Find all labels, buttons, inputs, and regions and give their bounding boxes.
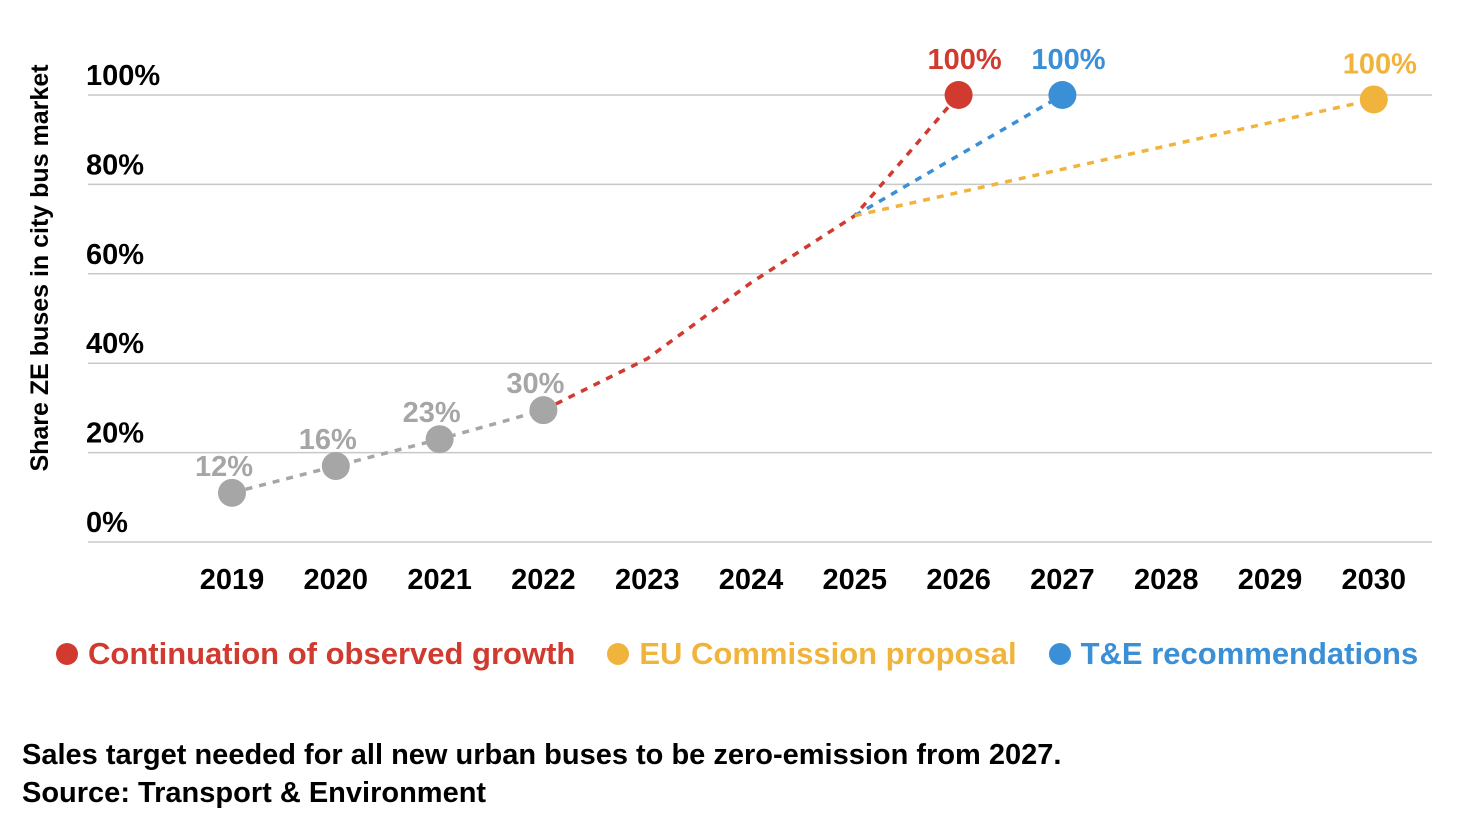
x-tick-label: 2025 — [823, 564, 888, 596]
x-tick-label: 2026 — [926, 564, 991, 596]
y-tick-label: 0% — [86, 507, 128, 539]
y-tick-label: 40% — [86, 328, 144, 360]
data-label: 16% — [299, 424, 357, 456]
x-tick-label: 2023 — [615, 564, 680, 596]
legend-label: EU Commission proposal — [639, 636, 1017, 671]
data-points — [218, 81, 1388, 507]
data-label: 12% — [195, 451, 253, 483]
x-tick-label: 2021 — [407, 564, 472, 596]
data-point — [529, 396, 558, 425]
data-label: 100% — [928, 44, 1002, 76]
data-point — [321, 452, 350, 481]
caption: Sales target needed for all new urban bu… — [22, 736, 1061, 812]
data-label: 23% — [403, 397, 461, 429]
data-point — [425, 425, 454, 454]
y-tick-labels: 0% 20% 40% 60% 80% 100% — [86, 60, 160, 539]
legend-item-te-recommendations: T&E recommendations — [1048, 636, 1419, 672]
x-tick-label: 2020 — [304, 564, 369, 596]
data-point — [944, 81, 973, 109]
y-tick-label: 100% — [86, 60, 160, 92]
x-tick-label: 2019 — [200, 564, 265, 596]
series-line — [853, 93, 1064, 218]
data-point — [1359, 85, 1388, 114]
y-tick-label: 60% — [86, 239, 144, 271]
series-line — [542, 93, 960, 412]
legend-dot-blue — [1048, 643, 1071, 665]
legend-item-observed-growth: Continuation of observed growth — [56, 636, 575, 672]
legend: Continuation of observed growth EU Commi… — [56, 636, 1450, 672]
legend-label: Continuation of observed growth — [88, 636, 576, 671]
y-tick-label: 80% — [86, 149, 144, 181]
x-tick-label: 2030 — [1342, 564, 1407, 596]
x-tick-labels: 2019 2020 2021 2022 2023 2024 2025 2026 2027 2028… — [200, 564, 1406, 596]
x-tick-label: 2029 — [1238, 564, 1303, 596]
caption-source: Source: Transport & Environment — [22, 777, 487, 809]
legend-label: T&E recommendations — [1080, 636, 1419, 671]
legend-dot-yellow — [607, 643, 630, 665]
y-axis-label: Share ZE buses in city bus market — [26, 64, 54, 472]
legend-item-eu-commission: EU Commission proposal — [607, 636, 1017, 672]
x-tick-label: 2028 — [1134, 564, 1199, 596]
gridlines — [88, 94, 1432, 543]
x-tick-label: 2024 — [719, 564, 784, 596]
legend-dot-red — [56, 643, 78, 665]
x-tick-label: 2027 — [1030, 564, 1095, 596]
x-tick-label: 2022 — [511, 564, 576, 596]
data-label: 30% — [506, 368, 564, 400]
series-line — [231, 408, 544, 495]
data-label: 100% — [1031, 44, 1105, 76]
series-line — [854, 97, 1375, 218]
series-lines — [231, 93, 1375, 495]
data-point — [218, 478, 246, 507]
y-tick-label: 20% — [86, 418, 144, 450]
caption-text: Sales target needed for all new urban bu… — [22, 739, 1062, 771]
data-point — [1048, 81, 1077, 109]
data-label: 100% — [1343, 48, 1417, 80]
data-labels: 12% 16% 23% 30% 100% 100% 100% — [195, 44, 1417, 483]
